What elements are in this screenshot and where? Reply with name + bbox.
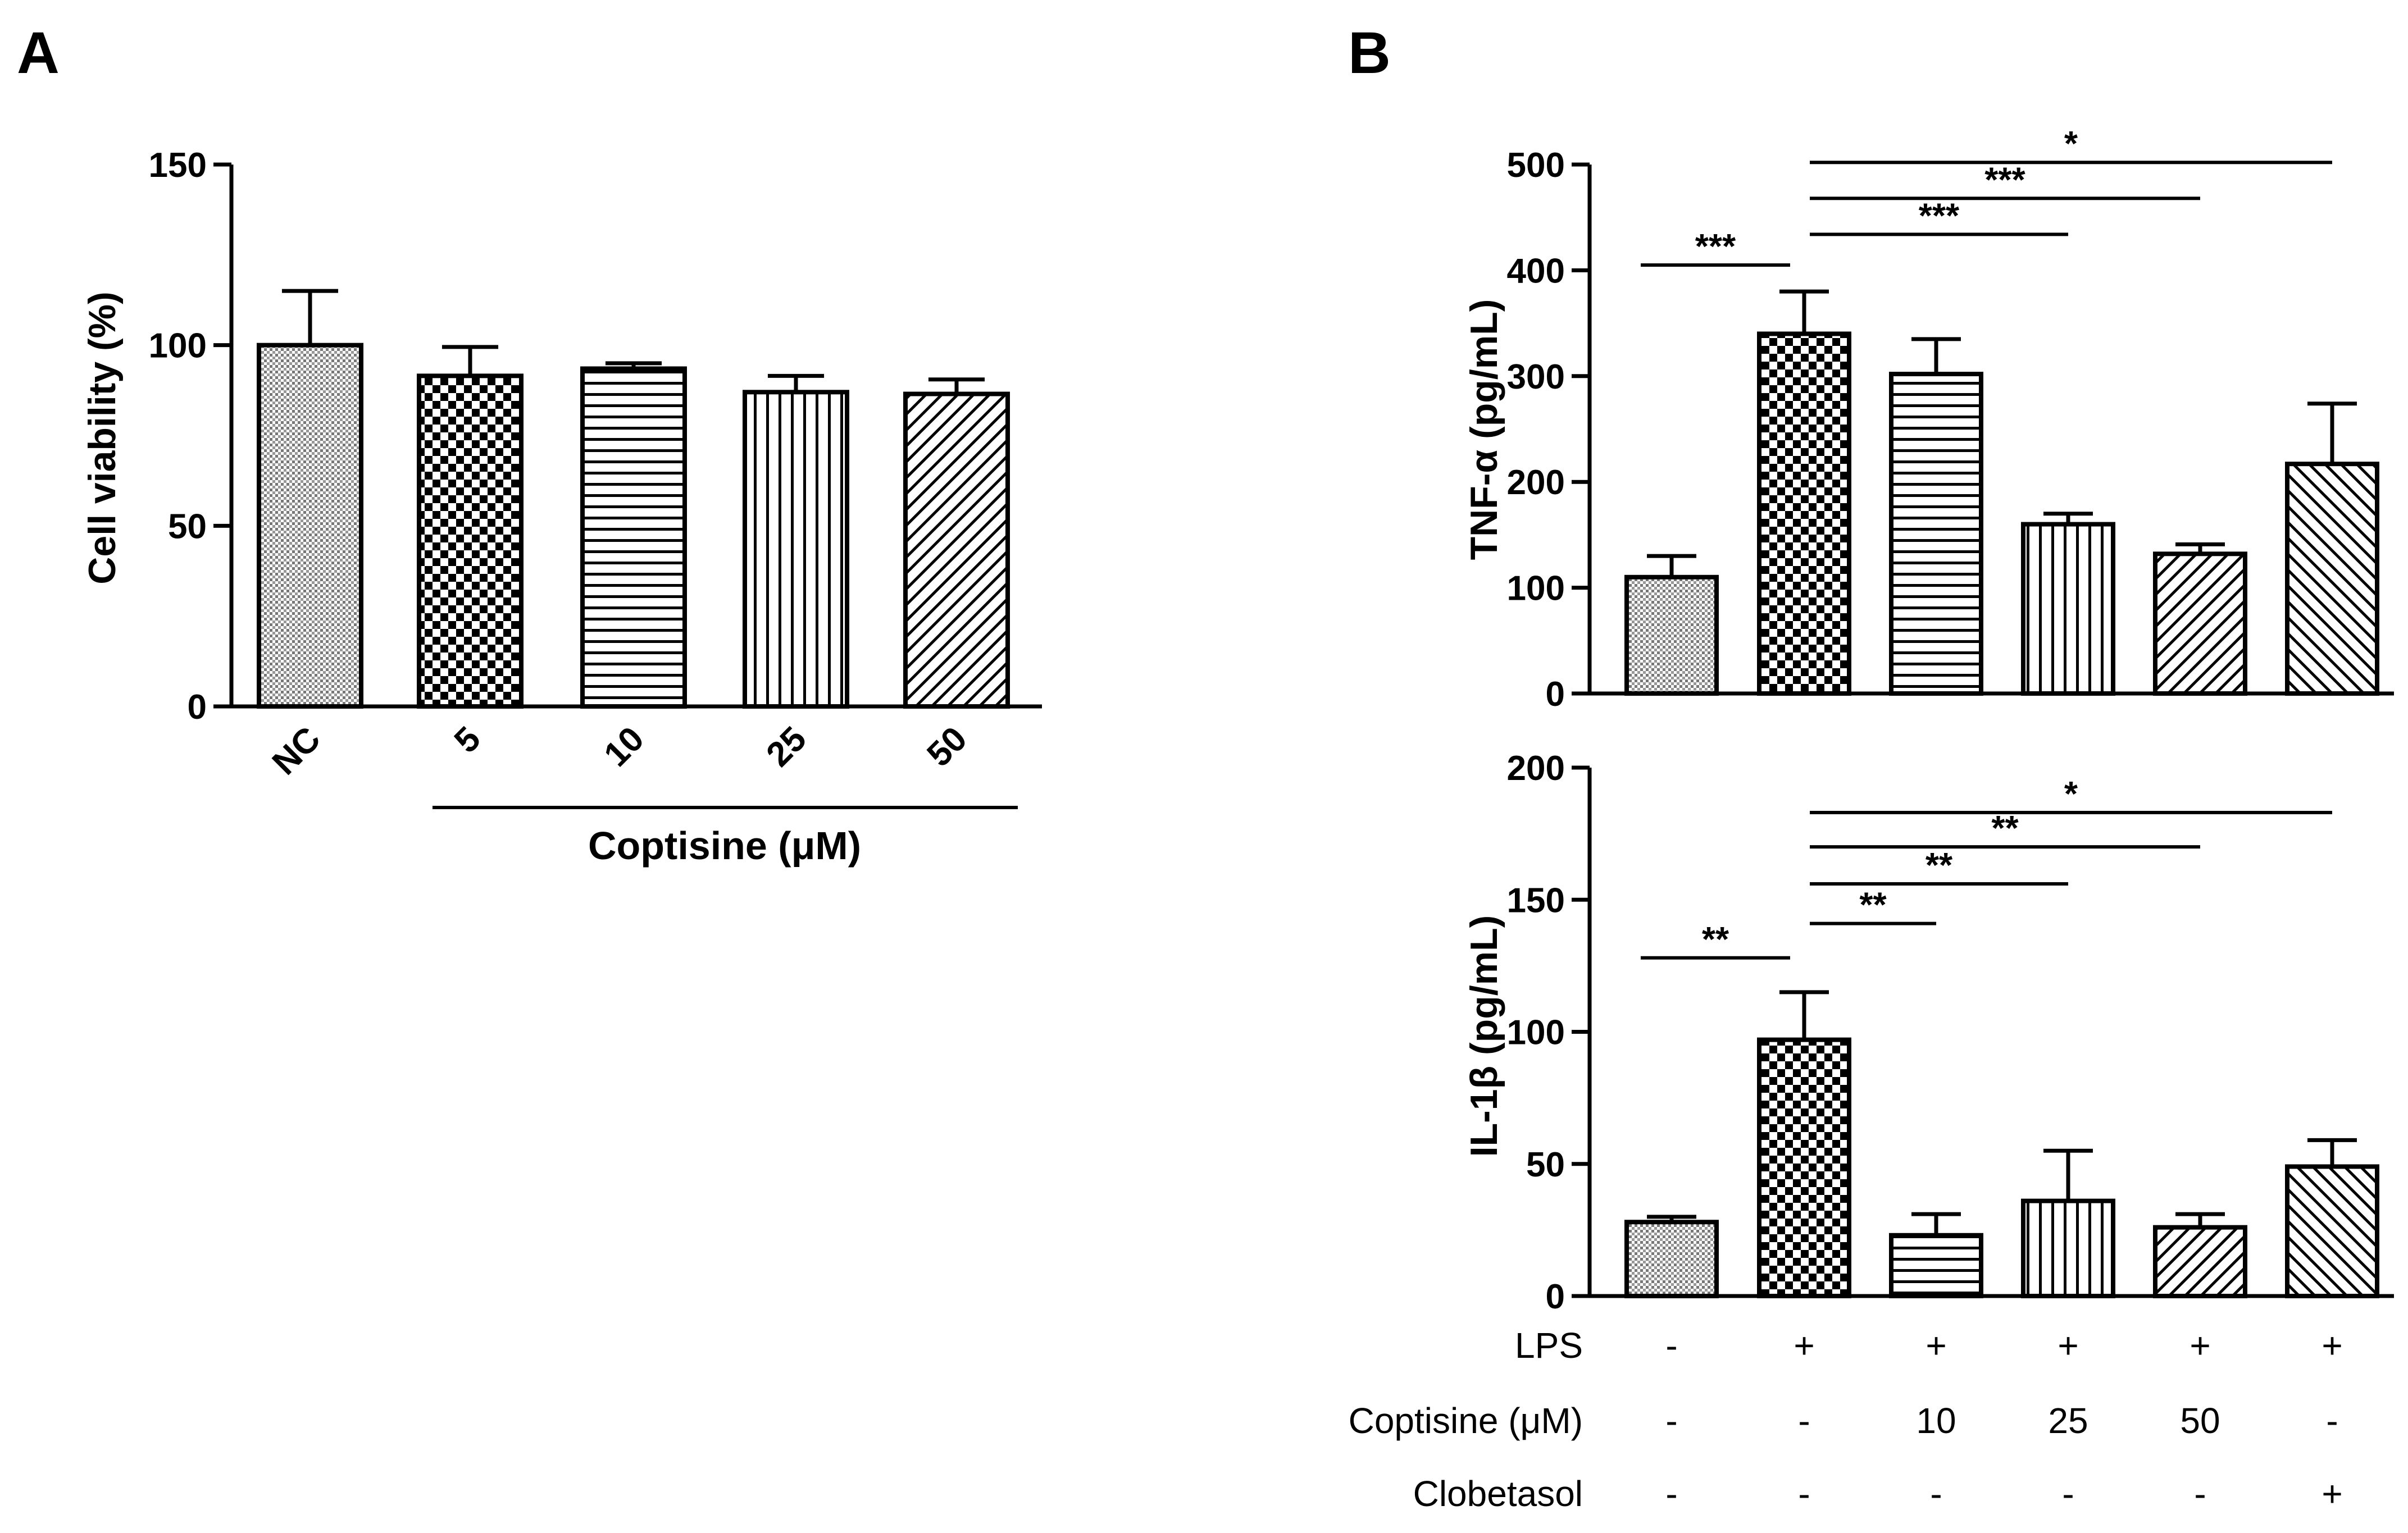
panel-a-cell-viability: 0 50 100 150 NC 5 10 25 50 bbox=[149, 146, 1042, 782]
x-category-label: 25 bbox=[759, 719, 814, 774]
condition-value: + bbox=[1926, 1325, 1946, 1366]
condition-value: + bbox=[2058, 1325, 2078, 1366]
bar bbox=[903, 391, 1010, 709]
bar bbox=[2021, 1198, 2115, 1299]
y-tick-label: 100 bbox=[1507, 569, 1565, 608]
condition-value: - bbox=[2326, 1400, 2338, 1441]
condition-value: 50 bbox=[2180, 1400, 2220, 1441]
bar bbox=[257, 343, 363, 709]
bar bbox=[1624, 574, 1719, 696]
significance-label: *** bbox=[1695, 227, 1736, 266]
tnf-ylabel: TNF-α (pg/mL) bbox=[1463, 299, 1505, 560]
panel-a-ylabel: Cell viability (%) bbox=[81, 291, 124, 584]
significance-label: *** bbox=[1919, 197, 1960, 235]
significance-label: * bbox=[2064, 775, 2078, 814]
bar bbox=[1889, 372, 1983, 696]
condition-row-label: Coptisine (μM) bbox=[1349, 1400, 1583, 1441]
bar bbox=[1624, 1220, 1719, 1299]
bar bbox=[1757, 1037, 1851, 1298]
bar bbox=[2285, 462, 2379, 696]
y-tick-label: 0 bbox=[1546, 1278, 1565, 1316]
y-tick-label: 0 bbox=[188, 688, 207, 727]
condition-value: - bbox=[1665, 1400, 1677, 1441]
bar bbox=[1889, 1233, 1983, 1298]
condition-value: - bbox=[2194, 1473, 2206, 1514]
condition-row-label: Clobetasol bbox=[1413, 1473, 1583, 1514]
significance-label: *** bbox=[1984, 161, 2025, 199]
condition-value: + bbox=[2189, 1325, 2210, 1366]
y-tick-label: 0 bbox=[1546, 675, 1565, 714]
il1b-ylabel: IL-1β (pg/mL) bbox=[1463, 915, 1505, 1157]
significance-label: ** bbox=[1859, 886, 1887, 925]
condition-value: 10 bbox=[1916, 1400, 1956, 1441]
conditions-table: LPS - + + + + + Coptisine (μM) - - 10 25 50 - Clobetas… bbox=[1349, 1325, 2343, 1514]
bar bbox=[1757, 331, 1851, 696]
significance-label: * bbox=[2064, 125, 2078, 163]
y-tick-label: 500 bbox=[1507, 146, 1565, 185]
condition-value: - bbox=[2062, 1473, 2074, 1514]
condition-value: - bbox=[1930, 1473, 1942, 1514]
y-tick-label: 300 bbox=[1507, 358, 1565, 396]
panel-label-a: A bbox=[17, 20, 60, 86]
significance-label: ** bbox=[1991, 809, 2019, 848]
bar bbox=[417, 373, 524, 709]
condition-value: - bbox=[1665, 1325, 1677, 1366]
panel-label-b: B bbox=[1348, 20, 1391, 86]
x-category-label: 50 bbox=[919, 719, 975, 774]
significance-label: ** bbox=[1702, 920, 1729, 959]
y-tick-label: 50 bbox=[168, 507, 207, 546]
x-category-label: 10 bbox=[597, 719, 652, 774]
condition-value: - bbox=[1798, 1400, 1810, 1441]
y-tick-label: 100 bbox=[1507, 1014, 1565, 1052]
y-tick-label: 400 bbox=[1507, 252, 1565, 290]
bar bbox=[580, 366, 687, 709]
x-category-label: NC bbox=[265, 719, 328, 782]
condition-value: - bbox=[1798, 1473, 1810, 1514]
condition-value: + bbox=[1794, 1325, 1814, 1366]
significance-label: ** bbox=[1926, 846, 1953, 885]
condition-value: 25 bbox=[2048, 1400, 2088, 1441]
y-tick-label: 200 bbox=[1507, 749, 1565, 788]
x-category-label: 5 bbox=[447, 719, 488, 760]
y-tick-label: 100 bbox=[149, 327, 207, 366]
bar bbox=[2285, 1164, 2379, 1299]
y-tick-label: 150 bbox=[1507, 881, 1565, 920]
condition-value: + bbox=[2321, 1473, 2342, 1514]
condition-value: - bbox=[1665, 1473, 1677, 1514]
y-tick-label: 200 bbox=[1507, 463, 1565, 502]
y-tick-label: 150 bbox=[149, 146, 207, 185]
condition-row-label: LPS bbox=[1515, 1325, 1583, 1366]
bar bbox=[743, 390, 849, 709]
bar bbox=[2153, 551, 2247, 696]
bar bbox=[2153, 1225, 2247, 1298]
condition-value: + bbox=[2321, 1325, 2342, 1366]
bar bbox=[2021, 522, 2115, 696]
panel-a-xlabel: Coptisine (μM) bbox=[588, 824, 861, 868]
y-tick-label: 50 bbox=[1526, 1146, 1565, 1184]
